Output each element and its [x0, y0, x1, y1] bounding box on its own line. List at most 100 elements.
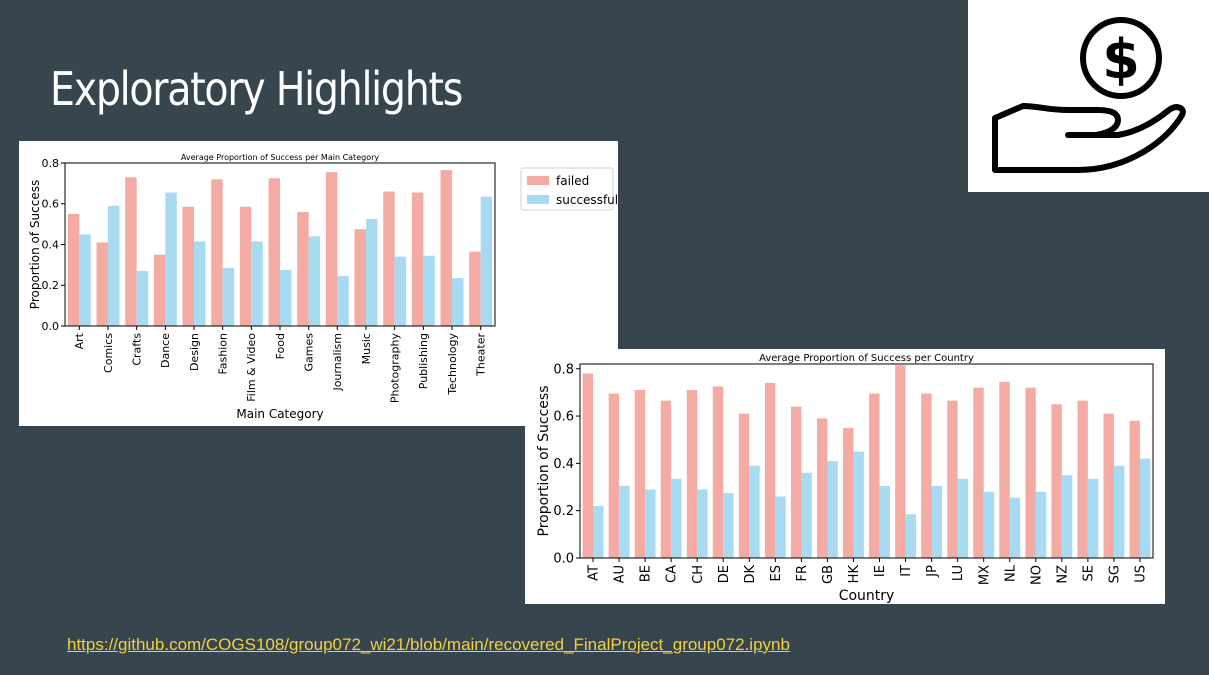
chart-category-legend-label-failed: failed — [556, 174, 589, 188]
chart-category-xtick-label: Music — [360, 333, 373, 364]
chart-country-bar-failed-dk — [738, 413, 750, 558]
dollar-glyph: $ — [1102, 28, 1140, 91]
chart-category-xtick-label: Art — [73, 332, 86, 349]
chart-country: Average Proportion of Success per Countr… — [536, 353, 1154, 604]
chart-country-ylabel: Proportion of Success — [536, 386, 552, 537]
chart-country-ytick-label: 0.4 — [553, 457, 574, 472]
chart-country-bar-failed-us — [1129, 420, 1140, 558]
chart-category-xtick-label: Theater — [475, 333, 488, 377]
chart-category-bar-successful-design — [194, 241, 206, 326]
chart-category-bar-successful-food — [280, 269, 292, 326]
chart-category-legend-swatch-failed — [527, 176, 549, 185]
chart-category-ytick-label: 0.4 — [42, 238, 60, 251]
chart-country-xtick-label: ES — [769, 565, 784, 581]
chart-country-bar-failed-ca — [660, 400, 672, 558]
chart-country-xtick-label: DE — [717, 565, 732, 583]
chart-category-legend-swatch-successful — [527, 195, 549, 204]
chart-category: Average Proportion of Success per Main C… — [28, 153, 618, 421]
chart-country-panel: Average Proportion of Success per Countr… — [525, 349, 1165, 604]
chart-country-xtick-label: SE — [1081, 565, 1096, 581]
chart-country-xtick-label: CH — [691, 565, 706, 584]
chart-category-bar-failed-crafts — [125, 177, 137, 326]
chart-category-bar-failed-design — [182, 206, 194, 326]
chart-country-bar-successful-at — [593, 505, 604, 558]
chart-country-bar-failed-at — [582, 373, 594, 558]
chart-country-bar-failed-jp — [921, 393, 932, 558]
slide-title: Exploratory Highlights — [50, 62, 463, 116]
chart-country-bar-successful-ch — [697, 489, 708, 558]
chart-country-bar-failed-it — [895, 365, 906, 558]
chart-category-ytick-label: 0.0 — [42, 320, 60, 333]
chart-country-xtick-label: US — [1134, 565, 1149, 583]
chart-category-bar-successful-music — [366, 219, 378, 326]
chart-category-bar-failed-film-video — [239, 206, 252, 326]
chart-country-bar-successful-jp — [931, 485, 943, 558]
chart-category-bar-successful-film-video — [251, 241, 263, 326]
chart-country-bar-successful-ie — [879, 485, 890, 558]
chart-country-bar-failed-es — [764, 382, 776, 558]
chart-category-xlabel: Main Category — [236, 407, 323, 421]
chart-country-bar-failed-se — [1077, 400, 1088, 558]
chart-country-xlabel: Country — [839, 588, 895, 604]
chart-country-xtick-label: LU — [951, 565, 966, 581]
chart-category-bar-failed-photography — [383, 191, 395, 326]
chart-country-bar-failed-fr — [790, 406, 802, 558]
chart-category-xtick-label: Food — [274, 333, 287, 359]
repo-link[interactable]: https://github.com/COGS108/group072_wi21… — [67, 635, 790, 654]
chart-country-bar-failed-au — [608, 393, 620, 558]
chart-category-xtick-label: Fashion — [217, 333, 230, 375]
chart-country-bar-successful-ca — [671, 478, 682, 558]
chart-country-bar-successful-be — [645, 489, 656, 558]
chart-country-xtick-label: AT — [587, 565, 602, 581]
chart-country-ytick-label: 0.2 — [553, 504, 574, 519]
chart-country-bar-successful-sg — [1113, 465, 1125, 558]
chart-country-bar-failed-nz — [1051, 404, 1062, 558]
chart-category-bar-successful-theater — [480, 196, 493, 326]
chart-category-bar-failed-dance — [153, 254, 166, 326]
chart-country-bar-successful-no — [1035, 491, 1047, 558]
chart-country-bar-failed-sg — [1103, 413, 1114, 558]
chart-country-bar-successful-us — [1139, 458, 1151, 558]
chart-category-title: Average Proportion of Success per Main C… — [181, 153, 379, 162]
chart-country-xtick-label: NO — [1029, 565, 1044, 585]
chart-country-xtick-label: DK — [743, 565, 758, 584]
chart-country-xtick-label: GB — [821, 565, 836, 584]
chart-category-xtick-label: Technology — [446, 333, 459, 396]
chart-country-bar-successful-de — [723, 492, 734, 558]
chart-category-xtick-label: Comics — [102, 333, 115, 373]
chart-country-xtick-label: SG — [1107, 565, 1122, 583]
chart-category-xtick-label: Dance — [159, 333, 172, 368]
chart-category-ytick-label: 0.2 — [42, 279, 60, 292]
chart-category-xtick-label: Publishing — [417, 333, 430, 389]
chart-category-xtick-label: Journalism — [331, 333, 344, 392]
chart-country-xtick-label: CA — [665, 565, 680, 583]
hand-holding-dollar-icon: $ — [992, 17, 1186, 173]
chart-country-bar-successful-lu — [957, 478, 969, 558]
chart-country-xtick-label: NZ — [1055, 565, 1070, 584]
chart-category-bar-successful-dance — [165, 192, 177, 326]
chart-country-ytick-label: 0.0 — [553, 552, 574, 567]
coin-icon — [1080, 17, 1162, 99]
chart-category-bar-successful-photography — [394, 256, 407, 326]
chart-category-ytick-label: 0.6 — [42, 198, 60, 211]
chart-country-bar-successful-es — [775, 496, 786, 558]
chart-country-xtick-label: BE — [639, 565, 654, 582]
icon-panel: $ — [968, 0, 1209, 192]
chart-category-bar-failed-music — [354, 229, 366, 326]
chart-category-legend-label-successful: successful — [556, 193, 618, 207]
chart-country-bar-successful-gb — [827, 461, 838, 558]
chart-country-bar-successful-au — [619, 485, 630, 558]
chart-category-bar-successful-journalism — [337, 276, 349, 326]
chart-category-bar-successful-publishing — [423, 255, 435, 326]
chart-category-bar-failed-theater — [469, 251, 481, 326]
chart-country-xtick-label: IT — [899, 565, 914, 577]
chart-country-xtick-label: IE — [873, 565, 888, 577]
chart-country-xtick-label: MX — [977, 565, 992, 585]
chart-country-xtick-label: AU — [613, 565, 628, 583]
chart-category-bar-failed-journalism — [325, 172, 338, 326]
chart-country-bar-failed-mx — [973, 387, 984, 558]
chart-category-xtick-label: Games — [303, 333, 316, 372]
chart-country-bar-failed-gb — [817, 418, 828, 558]
chart-category-bar-failed-food — [268, 178, 280, 326]
chart-country-bar-failed-lu — [947, 400, 958, 558]
